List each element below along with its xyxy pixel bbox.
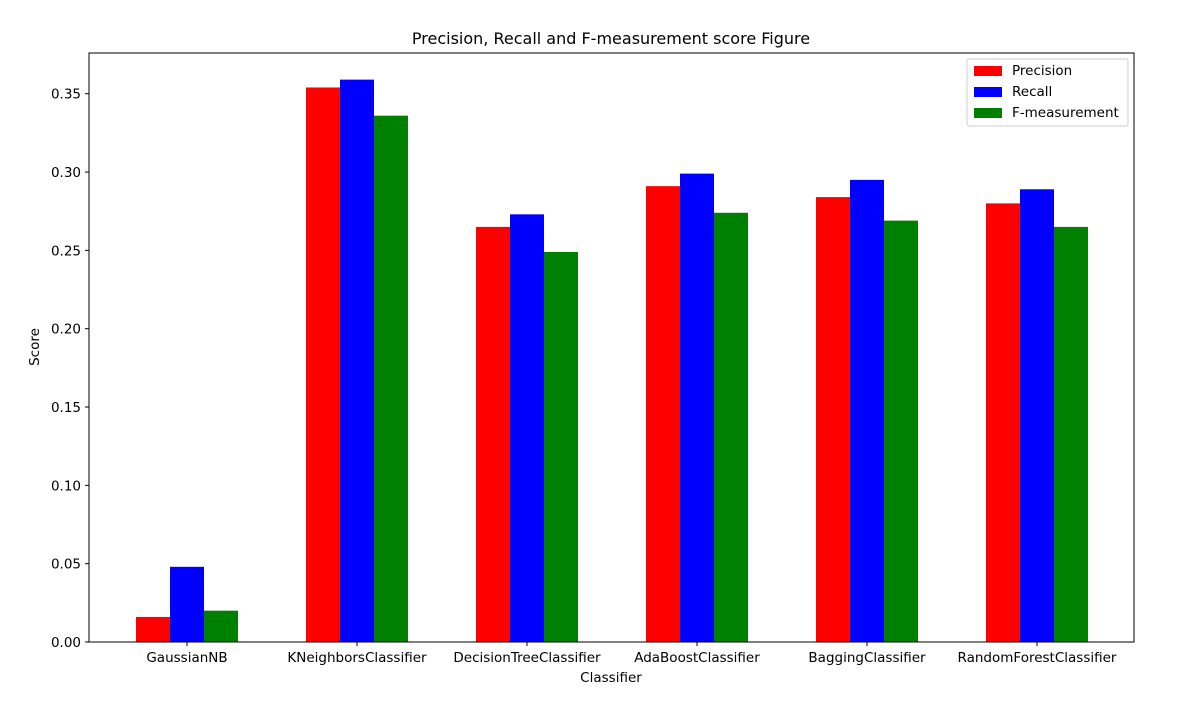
legend-swatch-f-measurement	[974, 108, 1002, 118]
y-axis: 0.00 0.05 0.10 0.15 0.20 0.25 0.30 0.35	[51, 87, 89, 651]
bar-precision-4	[816, 197, 850, 643]
bar-f-measurement-0	[204, 610, 238, 642]
bar-f-measurement-3	[714, 212, 748, 642]
chart-title: Precision, Recall and F-measurement scor…	[412, 29, 810, 48]
y-tick-label: 0.20	[51, 322, 81, 338]
x-axis: GaussianNB KNeighborsClassifier DecisionTr…	[146, 642, 1117, 666]
plot-frame	[88, 52, 1135, 643]
legend-swatch-recall	[974, 87, 1002, 97]
bar-recall-2	[510, 214, 544, 643]
bar-precision-1	[306, 87, 340, 642]
y-tick-label: 0.00	[51, 635, 81, 651]
bar-f-measurement-2	[544, 251, 578, 642]
bars-group	[136, 79, 1088, 643]
x-tick-label: RandomForestClassifier	[958, 650, 1117, 666]
x-tick-label: DecisionTreeClassifier	[453, 650, 601, 666]
legend-label-precision: Precision	[1012, 63, 1072, 79]
bar-recall-1	[340, 79, 374, 643]
y-tick-label: 0.15	[51, 400, 81, 416]
y-tick-label: 0.05	[51, 557, 81, 573]
bar-recall-3	[680, 173, 714, 642]
y-axis-label: Score	[27, 328, 43, 366]
x-tick-label: AdaBoostClassifier	[634, 650, 760, 666]
y-tick-label: 0.10	[51, 478, 81, 494]
legend-box	[966, 58, 1129, 127]
bar-precision-2	[476, 226, 510, 643]
x-axis-label: Classifier	[580, 670, 642, 686]
y-tick-label: 0.35	[51, 87, 81, 103]
bar-recall-5	[1020, 189, 1054, 642]
legend: Precision Recall F-measurement	[966, 58, 1129, 127]
bar-recall-4	[850, 179, 884, 643]
y-tick-label: 0.30	[51, 165, 81, 181]
x-tick-label: GaussianNB	[146, 650, 227, 666]
bar-precision-5	[986, 203, 1020, 642]
bar-precision-3	[646, 186, 680, 642]
x-tick-label: BaggingClassifier	[808, 650, 926, 666]
legend-label-recall: Recall	[1012, 84, 1052, 100]
legend-label-f-measurement: F-measurement	[1012, 105, 1119, 121]
x-tick-label: KNeighborsClassifier	[287, 650, 427, 666]
bar-f-measurement-1	[374, 115, 408, 643]
bar-f-measurement-4	[884, 220, 918, 642]
legend-swatch-precision	[974, 66, 1002, 76]
bar-f-measurement-5	[1054, 226, 1088, 643]
y-tick-label: 0.25	[51, 243, 81, 259]
bar-recall-0	[170, 566, 204, 642]
bar-precision-0	[136, 616, 170, 642]
